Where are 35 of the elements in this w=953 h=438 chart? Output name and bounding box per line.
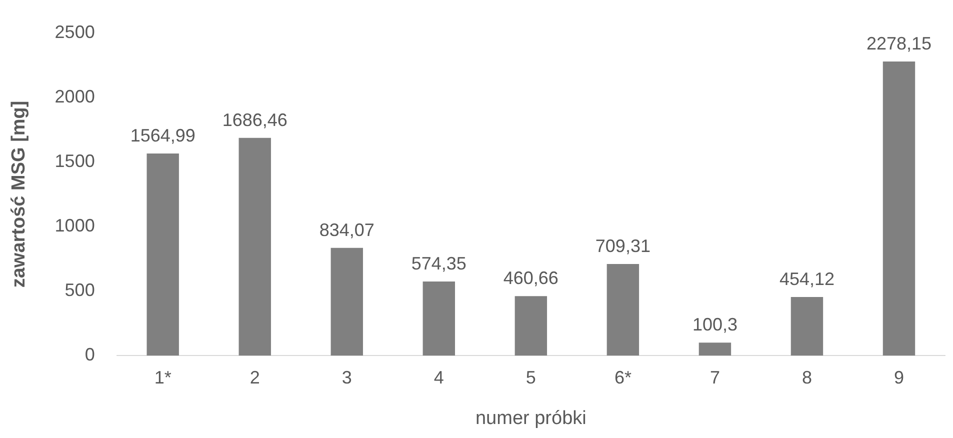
x-tick-label: 8 — [802, 367, 812, 388]
data-label: 1686,46 — [222, 110, 288, 130]
y-tick-label: 1000 — [54, 215, 95, 236]
bar — [146, 154, 179, 356]
data-label: 709,31 — [595, 236, 650, 256]
bar — [882, 61, 916, 356]
data-label: 834,07 — [319, 220, 374, 240]
data-label: 100,3 — [692, 314, 738, 335]
x-tick-label: 2 — [250, 367, 260, 388]
bar — [330, 248, 363, 356]
y-tick-label: 0 — [84, 344, 95, 365]
bar — [422, 281, 456, 356]
bar — [514, 296, 548, 356]
bar — [698, 342, 732, 356]
y-axis-title: zawartość MSG [mg] — [8, 100, 30, 288]
data-label: 454,12 — [779, 268, 835, 289]
bar — [790, 296, 824, 356]
y-tick-label: 1500 — [54, 150, 95, 171]
x-tick-label: 1* — [154, 367, 172, 388]
x-tick-label: 9 — [894, 367, 904, 388]
x-tick-label: 3 — [342, 367, 352, 388]
x-tick-label: 4 — [434, 367, 444, 388]
x-tick-label: 7 — [710, 367, 720, 388]
x-tick-label: 5 — [526, 367, 536, 388]
data-label: 2278,15 — [866, 33, 932, 54]
bar — [238, 138, 271, 356]
y-tick-label: 2500 — [54, 22, 95, 42]
bar — [606, 264, 640, 356]
data-label: 460,66 — [503, 268, 558, 288]
data-label: 574,35 — [411, 253, 466, 274]
y-tick-label: 2000 — [54, 86, 95, 106]
x-tick-label: 6* — [614, 367, 632, 388]
y-tick-label: 500 — [64, 280, 95, 300]
x-axis-title: numer próbki — [475, 408, 586, 429]
data-label: 1564,99 — [130, 125, 196, 146]
